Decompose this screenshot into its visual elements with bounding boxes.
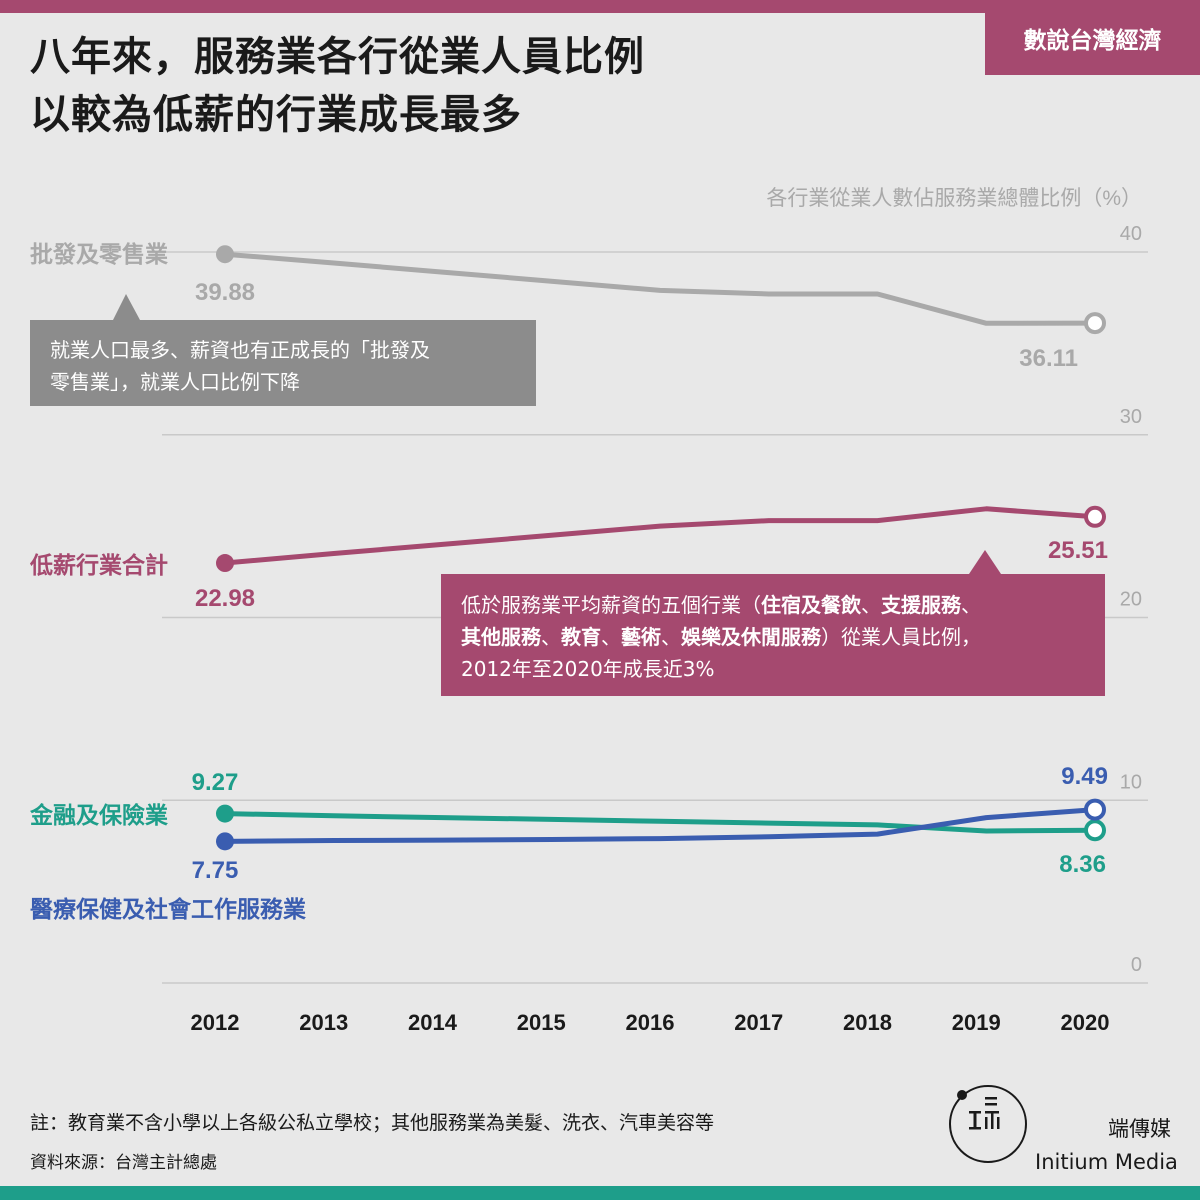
series-end-value-2: 8.36 (1059, 851, 1106, 878)
callout-text: 、 (961, 593, 981, 617)
y-tick-label-20: 20 (1120, 589, 1142, 611)
callout-lowwage-line1: 低於服務業平均薪資的五個行業（住宿及餐飲、支援服務、 (461, 589, 1085, 621)
series-end-value-3: 9.49 (1061, 763, 1108, 790)
callout-lowwage: 低於服務業平均薪資的五個行業（住宿及餐飲、支援服務、 其他服務、教育、藝術、娛樂… (441, 574, 1105, 696)
series-line-1 (222, 506, 1098, 566)
callout-lowwage-line3: 2012年至2020年成長近3% (461, 657, 715, 681)
grid-layer: 各行業從業人數佔服務業總體比例（%） 0 10 20 30 40 2012 2013 2014 2… (162, 187, 1148, 1035)
series-start-point-0 (216, 245, 234, 264)
x-tick-label-2016: 2016 (626, 1010, 675, 1035)
series-layer (216, 245, 1106, 851)
series-end-point-0 (1084, 312, 1106, 335)
callout-bold-text: 住宿及餐飲 (761, 593, 861, 617)
x-tick-label-2013: 2013 (299, 1010, 348, 1035)
x-tick-label-2018: 2018 (843, 1010, 892, 1035)
label-layer: 批發及零售業 39.88 36.11 低薪行業合計 22.98 25.51 金融及保險業 9.… (29, 241, 1108, 922)
y-tick-label-40: 40 (1120, 223, 1142, 245)
chart-title-line1: 八年來，服務業各行從業人員比例 (30, 34, 645, 80)
x-tick-label-2012: 2012 (191, 1010, 240, 1035)
callout-text: 、 (861, 593, 881, 617)
series-start-point-1 (216, 554, 234, 573)
callout-wholesale-pointer (113, 294, 140, 320)
callout-bold-text: 娛樂及休閒服務 (681, 625, 821, 649)
series-start-point-2 (216, 804, 234, 823)
x-tick-label-2020: 2020 (1061, 1010, 1110, 1035)
callout-wholesale-line1: 就業人口最多、薪資也有正成長的「批發及 (50, 338, 430, 362)
series-end-point-1 (1084, 505, 1106, 528)
series-end-point-2 (1084, 819, 1106, 842)
series-start-point-3 (216, 832, 234, 851)
x-tick-label-2017: 2017 (734, 1010, 783, 1035)
series-start-value-0: 39.88 (195, 279, 255, 306)
series-line-0 (222, 251, 1098, 326)
series-name-label-3: 醫療保健及社會工作服務業 (30, 896, 307, 922)
series-start-value-1: 22.98 (195, 585, 255, 612)
callout-text: ）從業人員比例， (821, 625, 981, 649)
callout-lowwage-line2: 其他服務、教育、藝術、娛樂及休閒服務）從業人員比例， (461, 621, 1085, 653)
callout-text: 、 (541, 625, 561, 649)
footnote: 註：教育業不含小學以上各級公私立學校；其他服務業為美髮、洗衣、汽車美容等 (30, 1112, 715, 1134)
series-name-label-2: 金融及保險業 (29, 802, 169, 828)
callout-bold-text: 教育 (561, 625, 601, 649)
y-tick-label-0: 0 (1131, 954, 1142, 976)
x-tick-label-2015: 2015 (517, 1010, 566, 1035)
series-line-3 (222, 807, 1098, 844)
brand-tag: 數說台灣經濟 (985, 0, 1200, 75)
bottom-accent-bar (0, 1186, 1200, 1200)
series-start-value-3: 7.75 (192, 857, 239, 884)
callout-wholesale-line2: 零售業」，就業人口比例下降 (50, 370, 300, 394)
y-axis-label: 各行業從業人數佔服務業總體比例（%） (766, 187, 1142, 210)
x-tick-label-2019: 2019 (952, 1010, 1001, 1035)
callout-bold-text: 其他服務 (461, 625, 541, 649)
publisher-name-en: Initium Media (1035, 1150, 1178, 1174)
y-tick-label-30: 30 (1120, 406, 1142, 428)
series-name-label-0: 批發及零售業 (30, 241, 169, 267)
series-end-value-1: 25.51 (1048, 537, 1108, 564)
callout-bold-text: 藝術 (621, 625, 661, 649)
callout-text: 、 (601, 625, 621, 649)
callout-bold-text: 支援服務 (881, 593, 961, 617)
initium-logo-icon (949, 1085, 1027, 1163)
series-start-value-2: 9.27 (192, 769, 239, 796)
callout-text: 低於服務業平均薪資的五個行業（ (461, 593, 761, 617)
callout-text: 、 (661, 625, 681, 649)
publisher-name-cn: 端傳媒 (1108, 1117, 1171, 1141)
y-tick-label-10: 10 (1120, 771, 1142, 793)
series-line-2 (222, 811, 1098, 834)
callout-lowwage-pointer (969, 550, 1001, 574)
series-end-value-0: 36.11 (1019, 345, 1078, 372)
x-tick-label-2014: 2014 (408, 1010, 458, 1035)
series-end-point-3 (1084, 798, 1106, 821)
callout-wholesale: 就業人口最多、薪資也有正成長的「批發及 零售業」，就業人口比例下降 (30, 320, 536, 406)
source-text: 資料來源：台灣主計總處 (30, 1153, 217, 1173)
top-accent-bar (0, 0, 1200, 13)
chart-title-line2: 以較為低薪的行業成長最多 (30, 92, 522, 138)
chart-title: 八年來，服務業各行從業人員比例 以較為低薪的行業成長最多 (30, 28, 645, 144)
series-name-label-1: 低薪行業合計 (29, 552, 168, 578)
